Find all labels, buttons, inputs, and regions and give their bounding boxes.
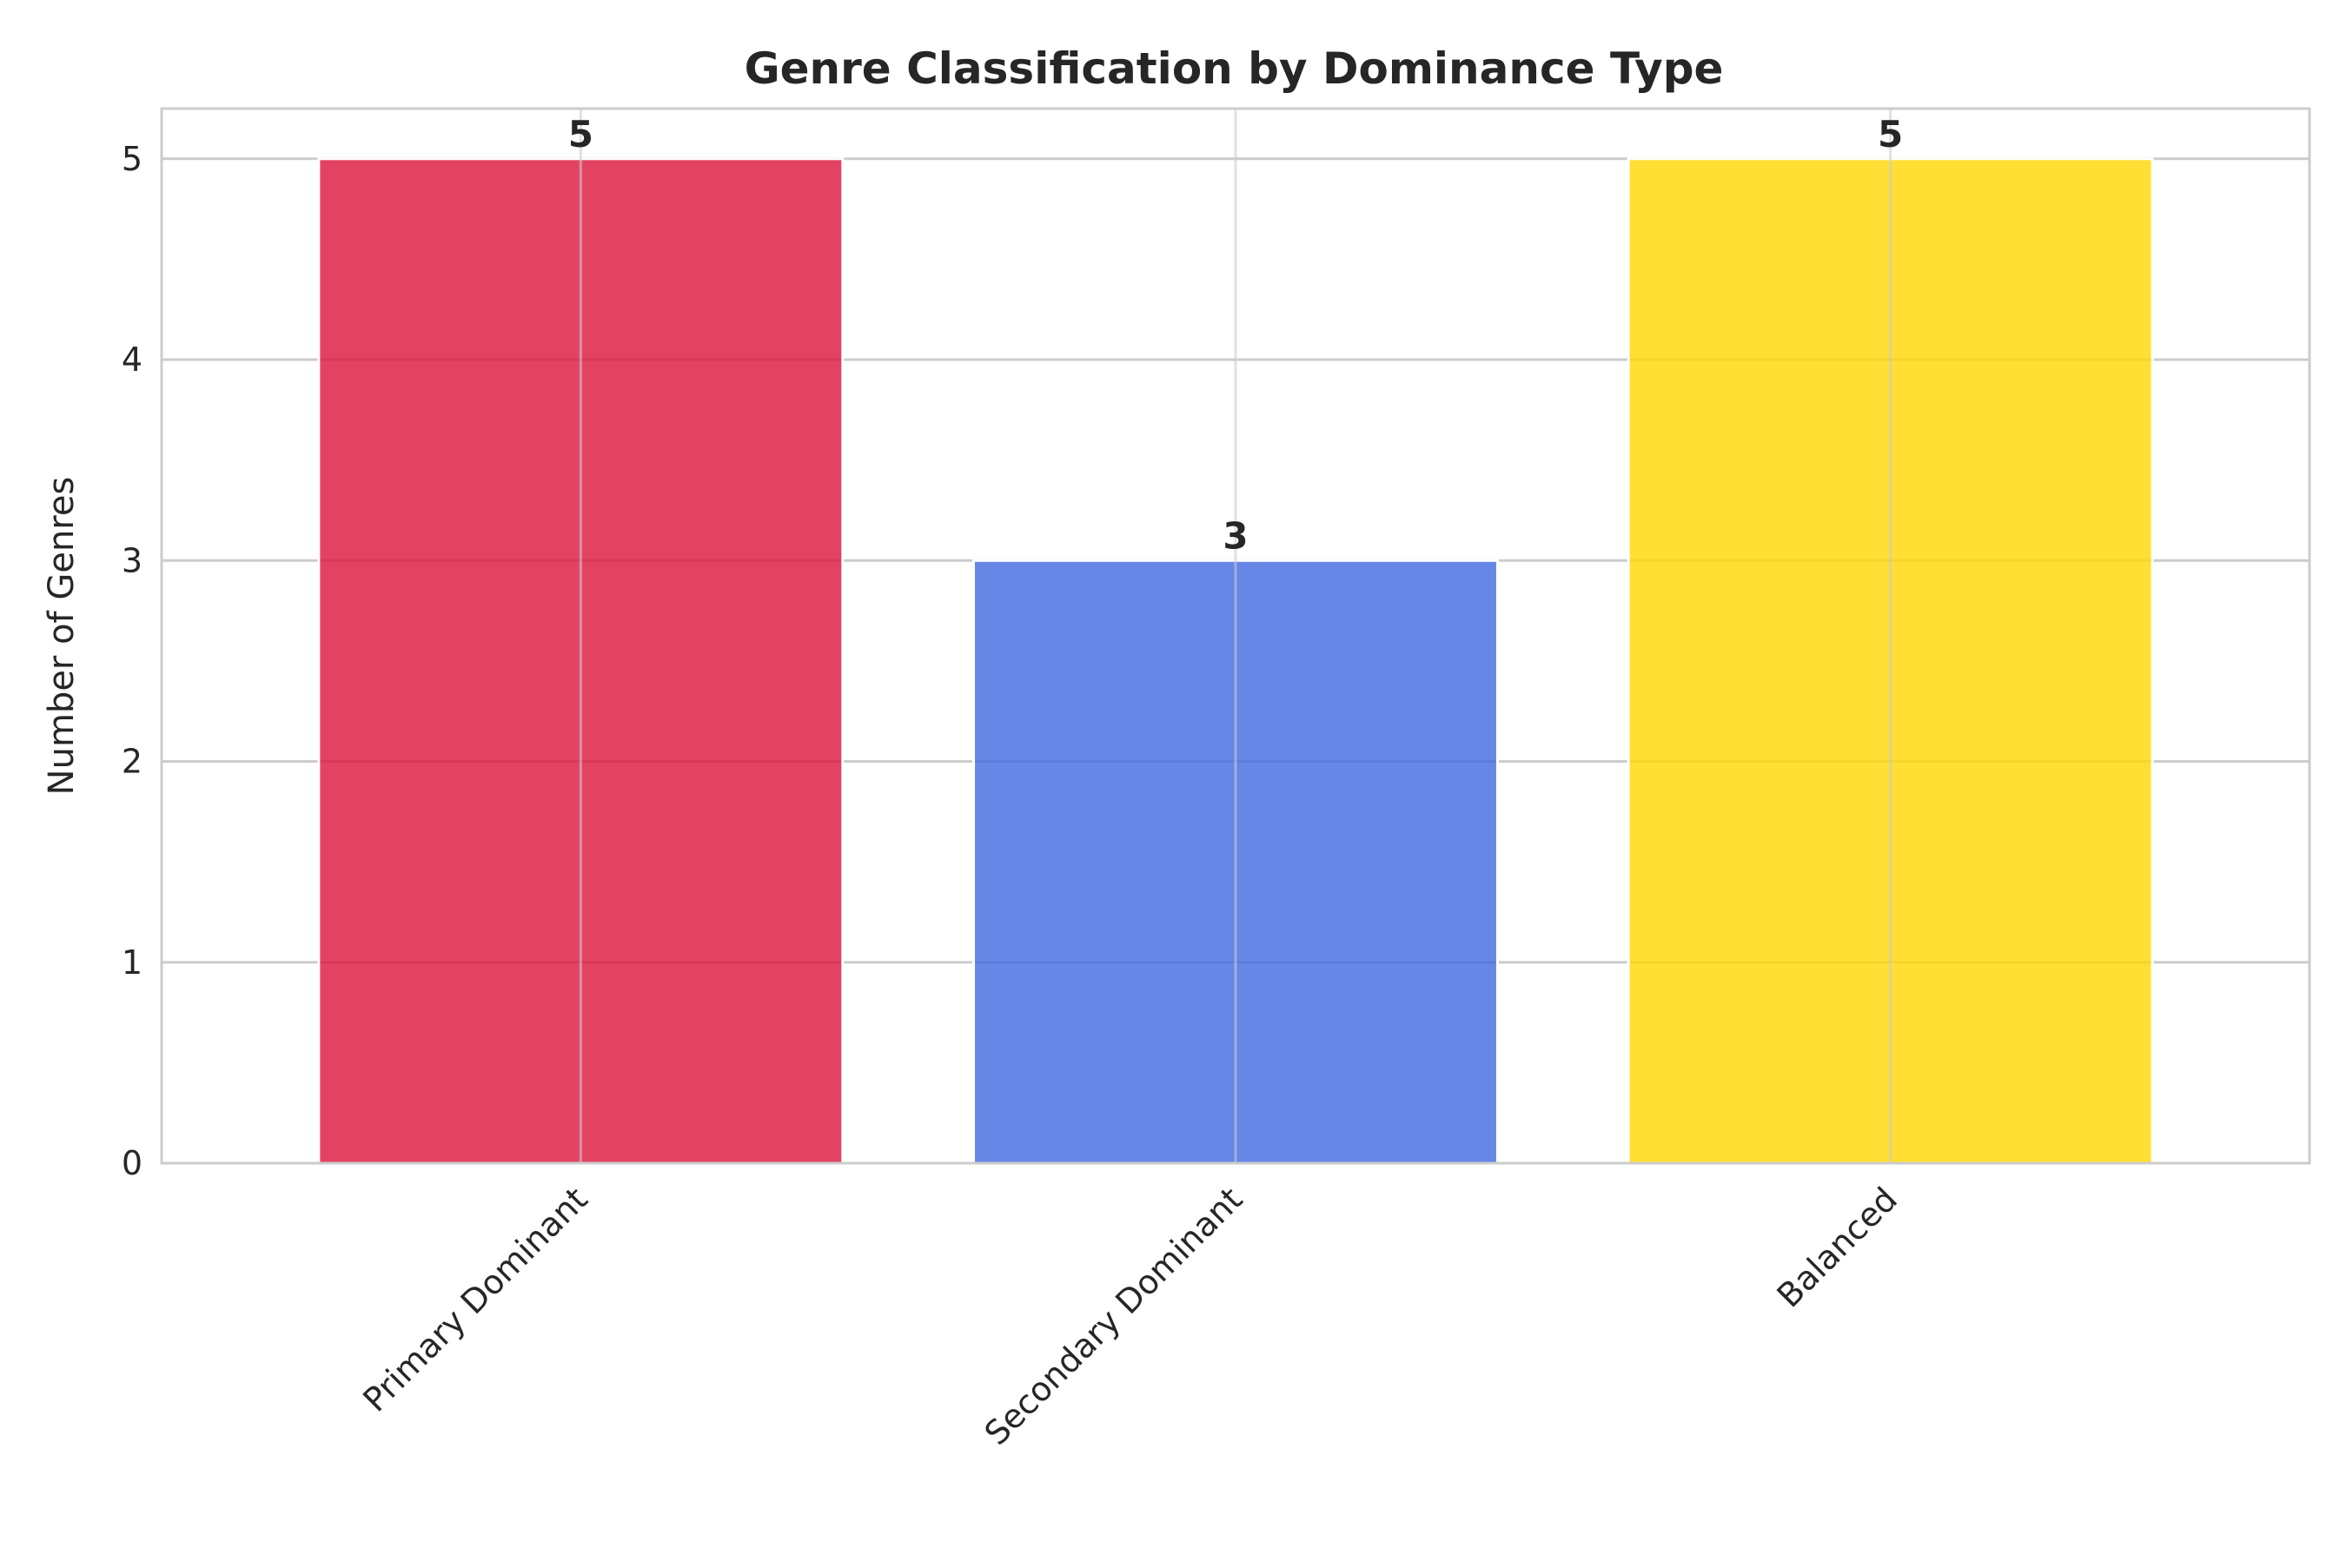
y-tick-label: 4 bbox=[122, 341, 142, 379]
value-labels: 5 3 5 bbox=[568, 113, 1904, 557]
bar-value-label: 5 bbox=[1878, 113, 1903, 155]
y-tick-label: 0 bbox=[122, 1144, 142, 1182]
vertical-grid-lines bbox=[579, 109, 1892, 1163]
y-tick-label: 5 bbox=[122, 140, 142, 178]
bar-value-label: 3 bbox=[1223, 514, 1248, 557]
chart-title: Genre Classification by Dominance Type bbox=[745, 43, 1724, 94]
y-tick-label: 1 bbox=[122, 943, 142, 982]
y-tick-label: 3 bbox=[122, 541, 142, 579]
y-tick-label: 2 bbox=[122, 743, 142, 781]
bar-value-label: 5 bbox=[568, 113, 593, 155]
plot-frame bbox=[160, 107, 2311, 1165]
y-axis-label: Number of Genres bbox=[42, 477, 82, 796]
y-tick-labels: 0 1 2 3 4 5 bbox=[122, 140, 142, 1182]
